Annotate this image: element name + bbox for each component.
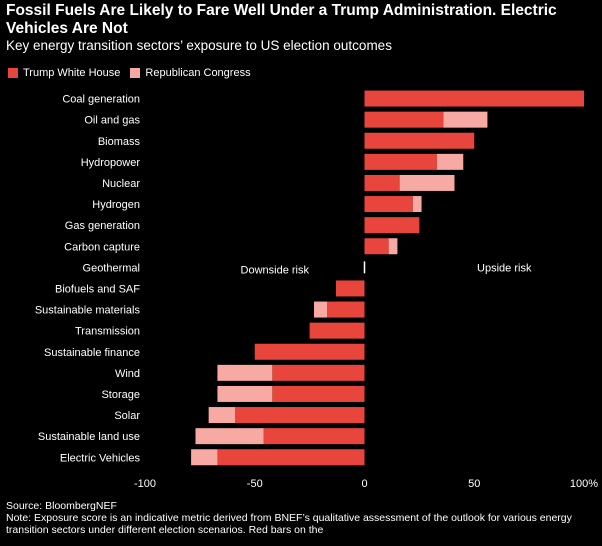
- bar-congress: [443, 111, 488, 128]
- bar-congress: [399, 174, 455, 191]
- bar-trump: [364, 153, 437, 170]
- category-label: Transmission: [75, 326, 140, 338]
- chart-title: Fossil Fuels Are Likely to Fare Well Und…: [6, 2, 557, 37]
- bar-trump: [309, 322, 365, 339]
- bar-trump: [327, 301, 365, 318]
- chart-subtitle: Key energy transition sectors’ exposure …: [6, 38, 392, 53]
- bar-trump: [234, 407, 365, 424]
- x-tick-label: -100: [134, 478, 156, 490]
- bar-congress: [217, 364, 273, 381]
- x-tick-label: 50: [468, 478, 480, 490]
- bar-trump: [263, 428, 365, 445]
- category-label: Sustainable land use: [38, 431, 140, 443]
- category-label: Wind: [115, 368, 140, 380]
- x-tick-label: 100%: [570, 478, 598, 490]
- bar-trump: [335, 280, 365, 297]
- category-label: Biofuels and SAF: [55, 283, 140, 295]
- category-label: Hydrogen: [92, 199, 140, 211]
- category-label: Oil and gas: [84, 115, 140, 127]
- legend-label-trump: Trump White House: [23, 67, 121, 79]
- legend-item-congress: Republican Congress: [130, 67, 251, 79]
- category-label: Sustainable finance: [44, 347, 140, 359]
- bar-congress: [217, 385, 273, 402]
- bar-congress: [195, 428, 264, 445]
- bar-trump: [364, 217, 420, 234]
- bar-congress: [412, 196, 422, 213]
- bar-trump: [272, 364, 365, 381]
- category-label: Carbon capture: [64, 241, 140, 253]
- bar-trump: [217, 449, 365, 466]
- category-label: Gas generation: [65, 220, 140, 232]
- bar-trump: [364, 174, 400, 191]
- category-label: Coal generation: [62, 94, 140, 106]
- bar-congress: [436, 153, 464, 170]
- category-label: Biomass: [98, 136, 141, 148]
- x-tick-label: -50: [247, 478, 263, 490]
- bar-trump: [254, 343, 365, 360]
- bar-trump: [364, 196, 413, 213]
- category-label: Hydropower: [81, 157, 141, 169]
- legend-swatch-congress: [130, 68, 141, 78]
- legend: Trump White House Republican Congress: [8, 67, 251, 79]
- legend-swatch-trump: [8, 68, 18, 78]
- annotation-downside: Downside risk: [241, 264, 310, 276]
- bar-trump: [272, 385, 365, 402]
- bar-trump: [364, 238, 389, 255]
- x-tick-label: 0: [361, 478, 367, 490]
- bar-congress: [314, 301, 328, 318]
- bar-congress: [388, 238, 398, 255]
- source-note: Source: BloombergNEF: [6, 500, 117, 512]
- bar-congress: [208, 407, 235, 424]
- legend-item-trump: Trump White House: [8, 67, 120, 79]
- category-label: Sustainable materials: [35, 305, 141, 317]
- legend-label-congress: Republican Congress: [145, 67, 251, 79]
- annotation-upside: Upside risk: [477, 262, 532, 274]
- category-label: Nuclear: [102, 178, 140, 190]
- category-label: Electric Vehicles: [60, 452, 141, 464]
- bar-trump: [364, 111, 444, 128]
- bar-congress: [191, 449, 218, 466]
- bar-trump: [364, 90, 584, 107]
- category-label: Geothermal: [83, 262, 140, 274]
- bar-trump: [364, 132, 475, 149]
- category-label: Solar: [114, 410, 140, 422]
- category-label: Storage: [101, 389, 140, 401]
- footnote: Note: Exposure score is an indicative me…: [6, 512, 572, 536]
